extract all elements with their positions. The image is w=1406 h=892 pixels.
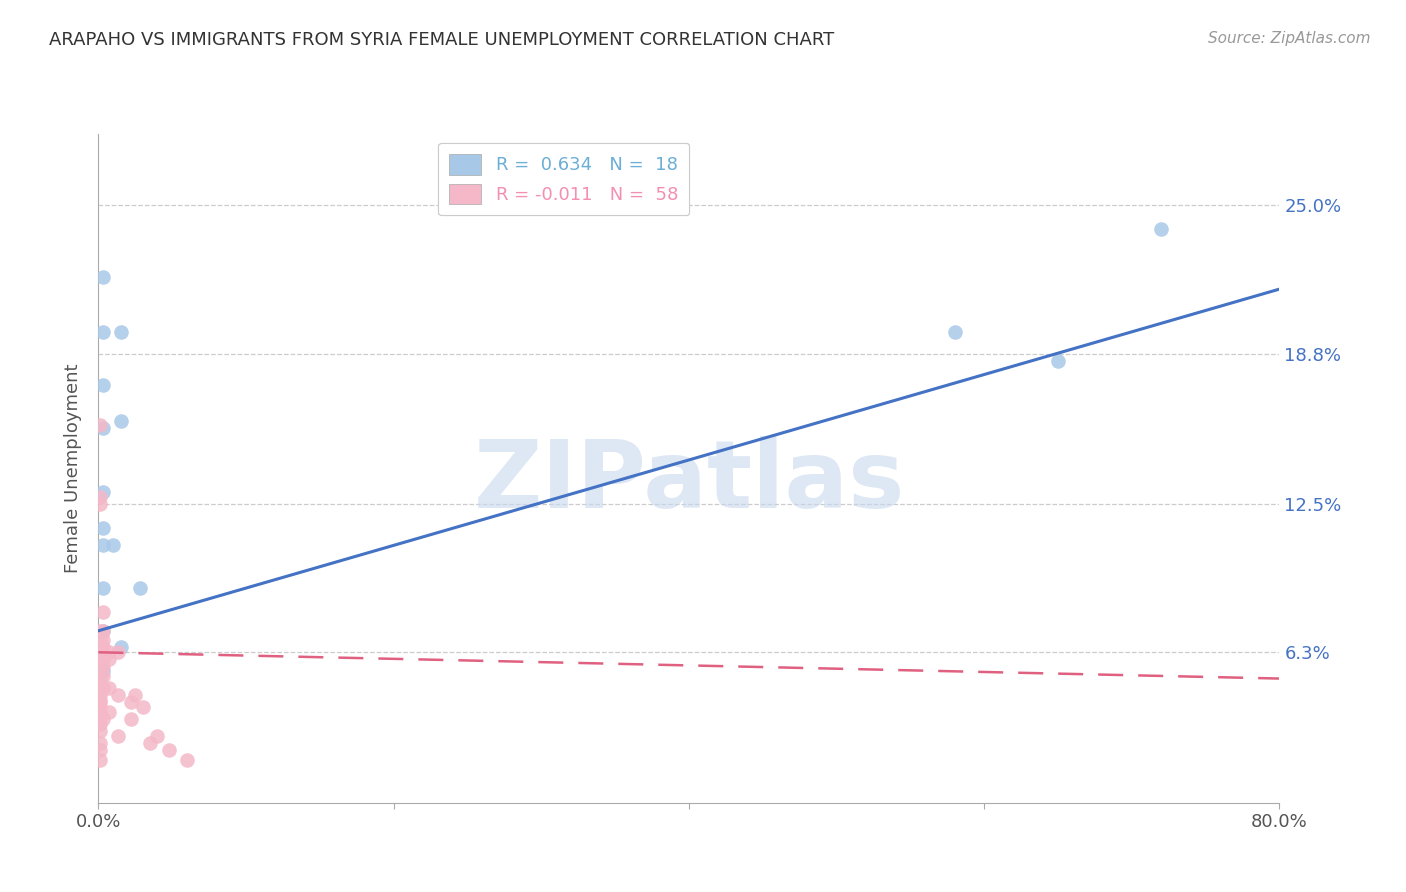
Point: [91, 624, 114, 638]
Point: [91, 420, 114, 434]
Point: [110, 413, 132, 427]
Point: [89, 418, 111, 433]
Point: [110, 325, 132, 339]
Point: [89, 638, 111, 652]
Point: [89, 659, 111, 673]
Point: [91, 377, 114, 392]
Point: [91, 325, 114, 339]
Point: [91, 659, 114, 673]
Point: [91, 270, 114, 285]
Point: [89, 753, 111, 767]
Point: [943, 325, 966, 339]
Point: [89, 717, 111, 731]
Point: [107, 729, 129, 743]
Point: [89, 688, 111, 702]
Point: [89, 700, 111, 714]
Point: [89, 645, 111, 659]
Point: [89, 672, 111, 686]
Point: [89, 652, 111, 666]
Point: [89, 645, 111, 659]
Point: [97, 705, 120, 719]
Point: [89, 693, 111, 707]
Point: [91, 681, 114, 695]
Point: [128, 581, 150, 595]
Point: [89, 683, 111, 698]
Point: [89, 743, 111, 757]
Point: [89, 710, 111, 724]
Point: [89, 645, 111, 659]
Point: [89, 665, 111, 679]
Point: [91, 652, 114, 666]
Point: [97, 652, 120, 666]
Point: [97, 681, 120, 695]
Point: [89, 724, 111, 739]
Point: [91, 712, 114, 726]
Point: [91, 521, 114, 535]
Point: [89, 633, 111, 648]
Point: [91, 485, 114, 500]
Point: [89, 665, 111, 679]
Point: [120, 696, 142, 710]
Point: [89, 645, 111, 659]
Point: [89, 669, 111, 683]
Text: ARAPAHO VS IMMIGRANTS FROM SYRIA FEMALE UNEMPLOYMENT CORRELATION CHART: ARAPAHO VS IMMIGRANTS FROM SYRIA FEMALE …: [49, 31, 834, 49]
Point: [91, 581, 114, 595]
Y-axis label: Female Unemployment: Female Unemployment: [65, 364, 83, 573]
Point: [89, 676, 111, 690]
Point: [89, 696, 111, 710]
Point: [91, 605, 114, 619]
Point: [132, 700, 155, 714]
Point: [157, 743, 180, 757]
Point: [89, 624, 111, 638]
Point: [146, 729, 169, 743]
Point: [120, 712, 142, 726]
Point: [139, 736, 162, 750]
Text: ZIPatlas: ZIPatlas: [474, 435, 904, 528]
Point: [89, 490, 111, 504]
Point: [124, 688, 146, 702]
Point: [176, 753, 198, 767]
Point: [91, 665, 114, 679]
Point: [89, 681, 111, 695]
Point: [89, 736, 111, 750]
Point: [103, 538, 125, 552]
Point: [107, 688, 129, 702]
Point: [91, 633, 114, 648]
Point: [1150, 222, 1173, 236]
Point: [89, 705, 111, 719]
Point: [110, 640, 132, 655]
Text: Source: ZipAtlas.com: Source: ZipAtlas.com: [1208, 31, 1371, 46]
Point: [107, 645, 129, 659]
Point: [89, 497, 111, 511]
Point: [91, 624, 114, 638]
Point: [91, 538, 114, 552]
Point: [1046, 353, 1069, 368]
Point: [89, 657, 111, 672]
Point: [89, 645, 111, 659]
Point: [91, 645, 114, 659]
Legend: R =  0.634   N =  18, R = -0.011   N =  58: R = 0.634 N = 18, R = -0.011 N = 58: [439, 143, 689, 215]
Point: [91, 640, 114, 655]
Point: [97, 645, 120, 659]
Point: [91, 669, 114, 683]
Point: [89, 645, 111, 659]
